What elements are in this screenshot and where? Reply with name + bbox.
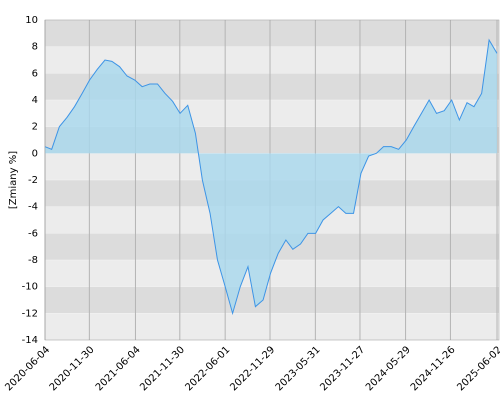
x-tick-label: 2020-11-30	[48, 344, 97, 393]
x-tick-label: 2025-06-02	[455, 344, 500, 393]
y-tick-label: 0	[32, 148, 38, 159]
x-tick-label: 2022-11-29	[228, 344, 277, 393]
band	[45, 20, 499, 47]
y-tick-label: -12	[22, 308, 38, 319]
y-axis-label: [Zmiany %]	[8, 151, 19, 209]
y-tick-label: -2	[28, 175, 38, 186]
x-tick-label: 2021-11-30	[138, 344, 187, 393]
line	[44, 38, 498, 316]
x-tick-label: 2022-06-01	[184, 344, 233, 393]
y-tick-label: 2	[32, 122, 38, 133]
y-tick-label: -8	[28, 255, 38, 266]
y-tick-label: -6	[28, 228, 38, 239]
plot-frame	[44, 19, 500, 341]
x-tick-label: 2021-06-04	[94, 344, 143, 393]
y-tick-label: -14	[22, 335, 38, 346]
x-tick-label: 2023-05-31	[274, 344, 323, 393]
y-tick-label: 8	[32, 42, 38, 53]
x-tick-label: 2024-05-29	[364, 344, 413, 393]
y-tick-label: -4	[28, 202, 38, 213]
area	[45, 40, 498, 314]
y-tick-label: 10	[25, 15, 38, 26]
x-tick-label: 2023-11-27	[318, 344, 367, 393]
x-tick-label: 2020-06-04	[3, 344, 52, 393]
y-tick-label: -10	[22, 282, 38, 293]
y-tick-label: 4	[32, 95, 38, 106]
x-tick-label: 2024-11-26	[409, 344, 458, 393]
band	[45, 286, 499, 314]
y-tick-label: 6	[32, 68, 38, 79]
